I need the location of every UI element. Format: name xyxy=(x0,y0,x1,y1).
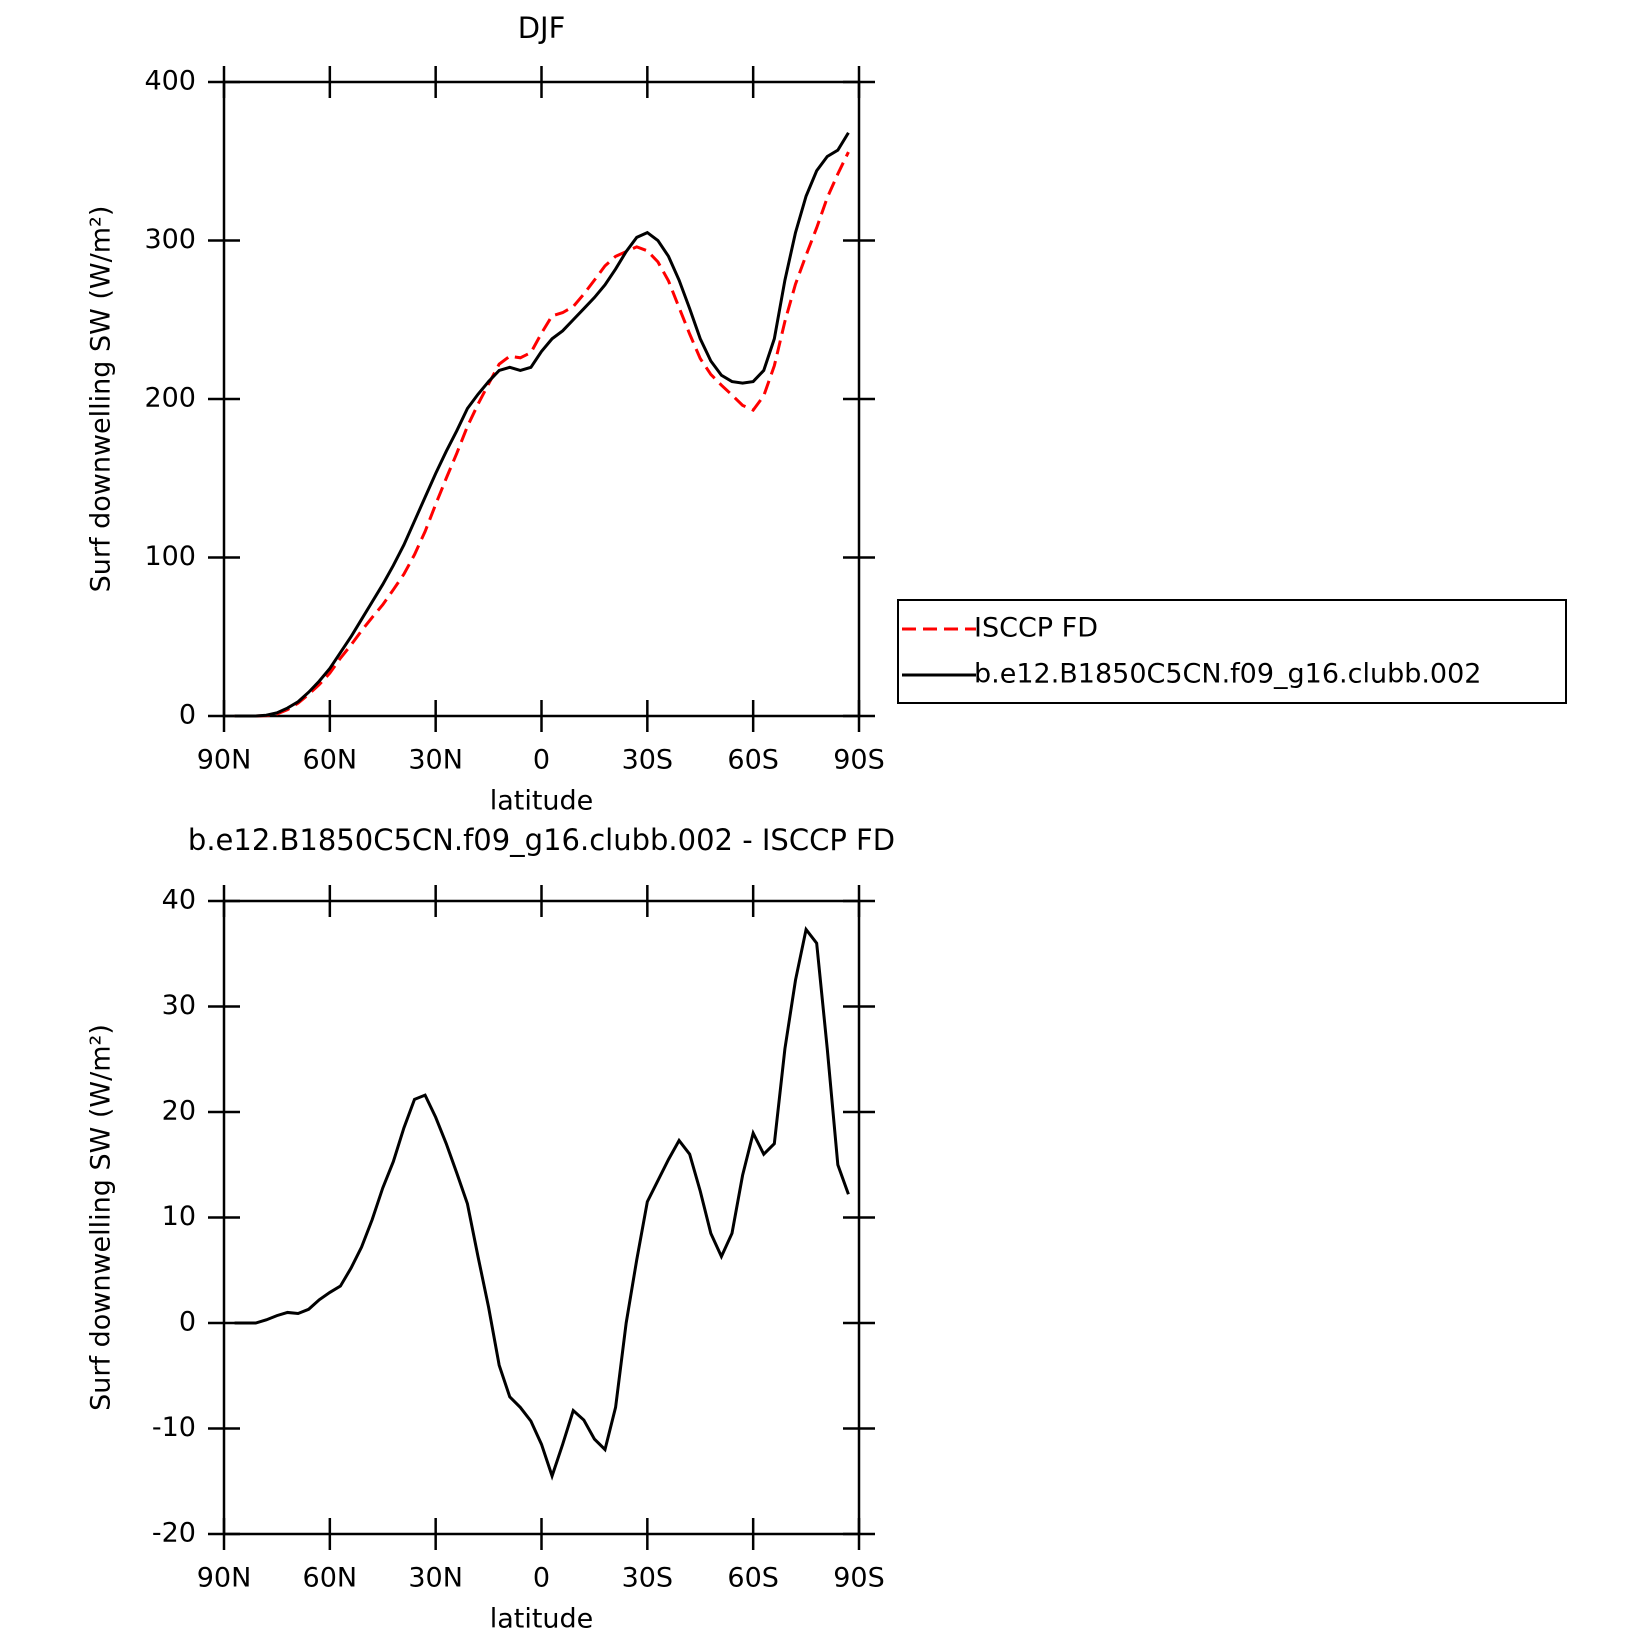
y-axis-label: Surf downwelling SW (W/m²) xyxy=(86,1024,117,1411)
legend-label: ISCCP FD xyxy=(974,613,1098,644)
x-tick-label: 90N xyxy=(197,745,252,776)
y-tick-label: 20 xyxy=(162,1096,196,1127)
y-tick-label: 0 xyxy=(179,1307,196,1338)
y-tick-label: 0 xyxy=(179,700,196,731)
x-tick-label: 0 xyxy=(533,745,550,776)
x-tick-label: 60N xyxy=(303,1563,358,1594)
y-tick-label: 30 xyxy=(162,990,196,1021)
y-tick-label: 300 xyxy=(144,224,196,255)
plot-frame xyxy=(222,899,861,1536)
plot-frame xyxy=(222,80,861,718)
chart-title: b.e12.B1850C5CN.f09_g16.clubb.002 - ISCC… xyxy=(188,823,895,857)
legend-box xyxy=(897,599,1567,704)
y-axis-label: Surf downwelling SW (W/m²) xyxy=(86,206,117,593)
x-tick-label: 30S xyxy=(622,1563,674,1594)
x-tick-label: 0 xyxy=(533,1563,550,1594)
y-tick-label: -20 xyxy=(152,1518,196,1549)
x-tick-label: 30N xyxy=(408,745,463,776)
data-line xyxy=(234,925,850,1481)
x-tick-label: 90S xyxy=(833,745,885,776)
x-axis-label: latitude xyxy=(490,1604,594,1630)
y-tick-label: 40 xyxy=(162,885,196,916)
y-tick-label: -10 xyxy=(152,1412,196,1443)
chart-title: DJF xyxy=(518,11,566,45)
y-tick-label: 400 xyxy=(144,66,196,97)
x-tick-label: 60S xyxy=(727,745,779,776)
x-tick-label: 90N xyxy=(197,1563,252,1594)
x-tick-label: 30N xyxy=(408,1563,463,1594)
x-axis-label: latitude xyxy=(490,786,594,817)
legend-label: b.e12.B1850C5CN.f09_g16.clubb.002 xyxy=(974,659,1481,690)
y-tick-label: 100 xyxy=(144,541,196,572)
x-tick-label: 30S xyxy=(622,745,674,776)
y-tick-label: 200 xyxy=(144,383,196,414)
y-tick-label: 10 xyxy=(162,1201,196,1232)
data-line xyxy=(234,131,850,718)
data-line xyxy=(234,151,850,718)
x-tick-label: 60S xyxy=(727,1563,779,1594)
x-tick-label: 90S xyxy=(833,1563,885,1594)
x-tick-label: 60N xyxy=(303,745,358,776)
